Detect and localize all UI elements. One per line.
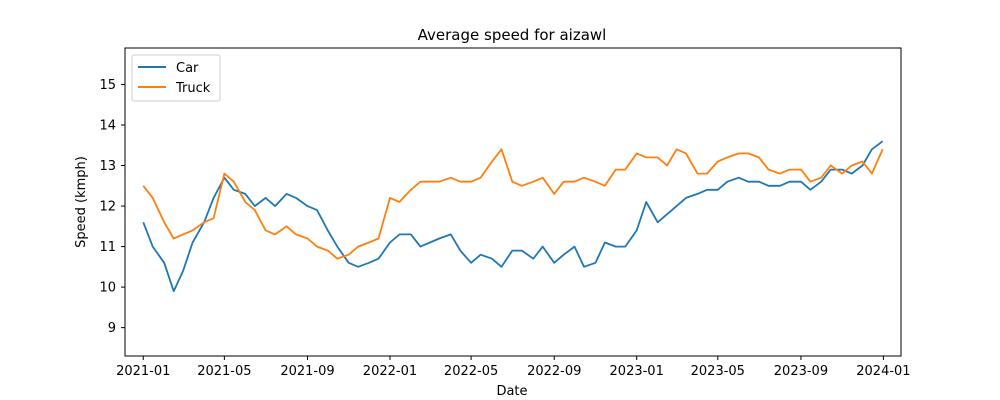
series-line-car (142, 140, 884, 293)
x-tick-label: 2022-09 (527, 364, 581, 379)
y-tick-label: 9 (108, 321, 116, 336)
y-tick-label: 10 (99, 281, 116, 296)
chart-title: Average speed for aizawl (418, 26, 607, 44)
x-tick-label: 2021-09 (280, 364, 334, 379)
x-tick-label: 2023-01 (610, 364, 664, 379)
x-axis-label: Date (496, 384, 527, 399)
x-tick-label: 2021-05 (197, 364, 251, 379)
x-axis: 2021-01 2021-05 2021-09 2022-01 2022-05 2022-… (116, 356, 911, 379)
y-axis-label: Speed (kmph) (74, 156, 89, 248)
x-tick-label: 2022-05 (444, 364, 498, 379)
x-tick-label: 2022-01 (363, 364, 417, 379)
plot-frame (124, 47, 902, 357)
series-layer (142, 140, 884, 293)
y-tick-label: 14 (99, 119, 116, 134)
y-tick-label: 13 (99, 159, 116, 174)
plot-area (124, 47, 902, 357)
y-axis: 9 10 11 12 13 14 15 (99, 78, 125, 336)
legend-label-car: Car (176, 61, 199, 76)
y-tick-label: 15 (99, 78, 116, 93)
x-tick-label: 2021-01 (116, 364, 170, 379)
y-tick-label: 11 (99, 240, 116, 255)
y-tick-label: 12 (99, 200, 116, 215)
x-tick-label: 2023-09 (774, 364, 828, 379)
series-line-truck (142, 148, 884, 260)
legend: Car Truck (131, 54, 221, 102)
legend-label-truck: Truck (175, 81, 211, 96)
x-tick-label: 2023-05 (691, 364, 745, 379)
x-tick-label: 2024-01 (856, 364, 910, 379)
